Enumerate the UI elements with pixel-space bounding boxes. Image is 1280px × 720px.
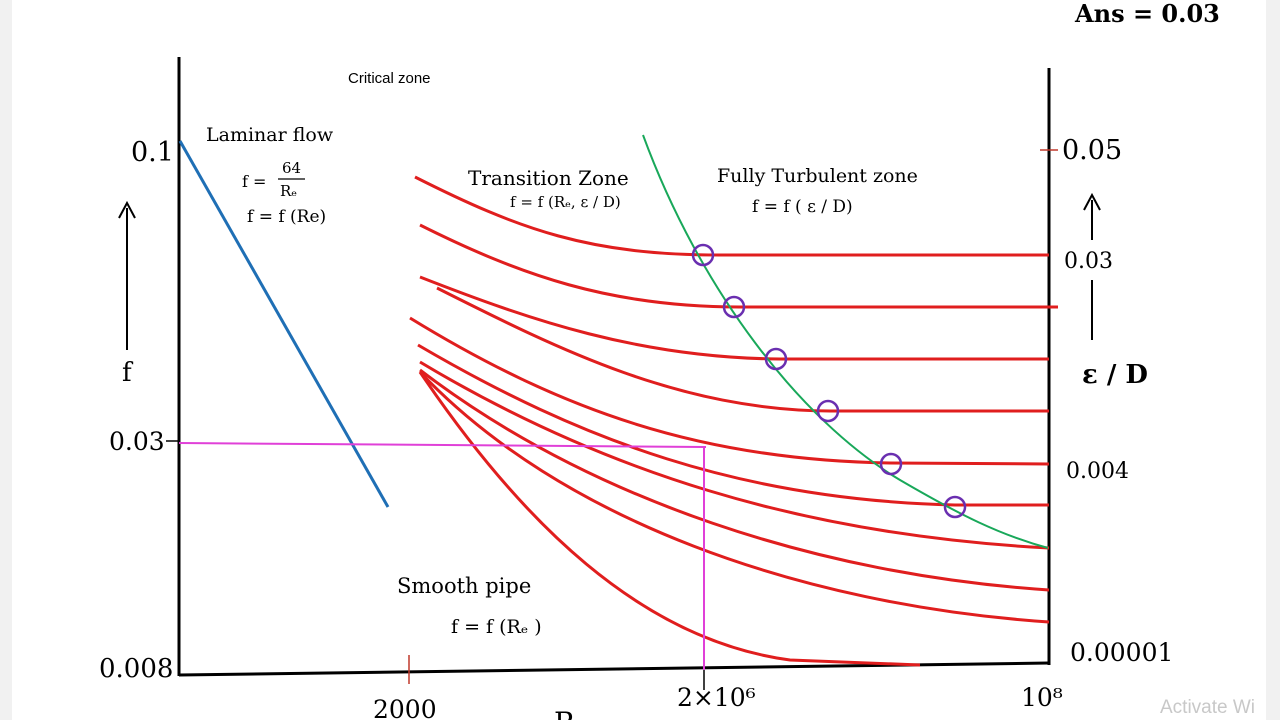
laminar-flow-label: Laminar flow [206, 124, 334, 146]
bottom-tick-1e8: 10⁸ [1021, 683, 1063, 712]
left-tick-0-008: 0.008 [99, 654, 173, 684]
right-axis-label: ε / D [1082, 360, 1148, 390]
right-tick-0-00001: 0.00001 [1070, 638, 1173, 667]
marker [943, 495, 967, 519]
tick-marks [166, 149, 1058, 690]
laminar-formula-2: f = f (Re) [247, 207, 326, 227]
right-tick-0-004: 0.004 [1066, 459, 1129, 484]
marker [816, 399, 840, 423]
curve-9 [418, 370, 1050, 624]
turbulent-formula: f = f ( ε / D) [752, 197, 853, 217]
left-axis-label: f [122, 358, 134, 388]
curve-2 [419, 223, 1058, 309]
curve-4 [436, 286, 1049, 413]
turbulent-boundary-curve [642, 134, 1049, 549]
left-tick-0-03: 0.03 [109, 427, 165, 456]
curve-3 [419, 275, 1049, 361]
answer-label: Ans = 0.03 [1074, 0, 1220, 28]
reading-lines [178, 442, 707, 670]
fully-turbulent-label: Fully Turbulent zone [717, 165, 918, 187]
bottom-axis-label: R [554, 706, 576, 720]
curve-7 [419, 360, 1050, 550]
transition-formula: f = f (Rₑ, ε / D) [510, 193, 621, 211]
intersection-markers [691, 243, 967, 519]
laminar-formula-denominator: Rₑ [280, 182, 297, 200]
right-tick-0-03: 0.03 [1064, 249, 1113, 274]
curve-5 [409, 316, 1050, 466]
marker [691, 243, 715, 267]
critical-zone-label: Critical zone [348, 70, 431, 87]
marker [722, 295, 746, 319]
bottom-tick-2e6: 2×10⁶ [677, 683, 756, 712]
laminar-line [178, 140, 390, 508]
left-tick-0-1: 0.1 [131, 137, 174, 168]
axis-arrows [118, 192, 1101, 350]
transition-zone-label: Transition Zone [468, 166, 629, 190]
laminar-formula-lhs: f = [242, 172, 266, 191]
smooth-formula: f = f (Rₑ ) [451, 616, 542, 638]
curve-8 [419, 368, 1050, 592]
eps-arrow-head [1083, 192, 1101, 211]
smooth-pipe-label: Smooth pipe [397, 574, 531, 598]
reading-line-horizontal [178, 442, 707, 448]
curve-10 [418, 371, 921, 667]
curve-1 [414, 175, 1049, 257]
f-arrow-head [118, 200, 136, 219]
activate-windows-watermark: Activate Wi [1160, 697, 1256, 718]
laminar-formula-numerator: 64 [282, 159, 301, 177]
marker [879, 452, 903, 476]
right-tick-0-05: 0.05 [1062, 135, 1122, 166]
marker [764, 347, 788, 371]
curve-6 [417, 343, 1049, 507]
turbulent-curves [409, 175, 1058, 667]
right-frame-edge [1266, 0, 1280, 720]
bottom-tick-2000: 2000 [373, 695, 437, 720]
left-frame-edge [0, 0, 12, 720]
